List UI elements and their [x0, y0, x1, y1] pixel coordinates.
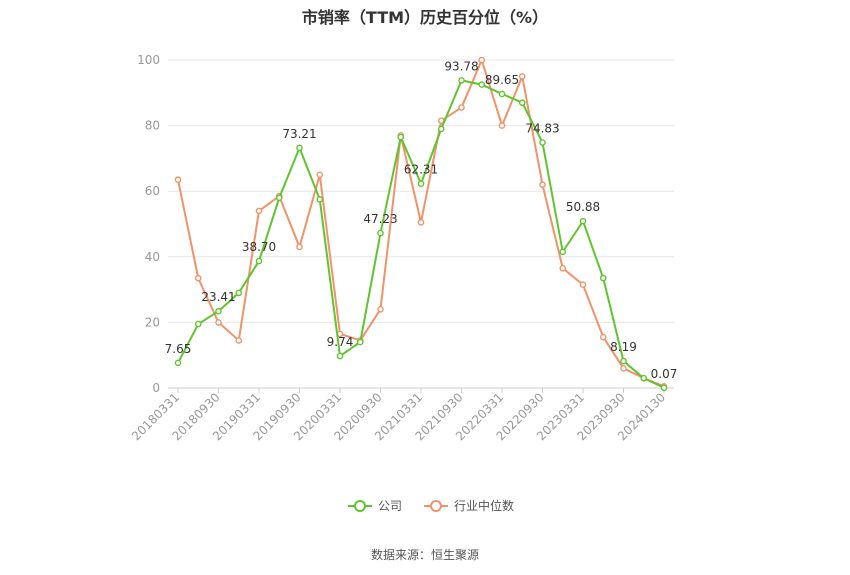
data-point [518, 73, 526, 80]
data-label: 89.65 [485, 73, 519, 87]
legend-marker [430, 500, 442, 512]
data-label: 9.74 [327, 335, 354, 349]
y-tick-label: 40 [145, 250, 160, 264]
data-point [296, 144, 303, 152]
data-point [316, 171, 324, 179]
data-point [660, 384, 668, 392]
data-point [620, 357, 627, 365]
data-point [539, 181, 546, 188]
data-point [458, 77, 465, 84]
data-point [599, 274, 607, 282]
data-label: 93.78 [444, 59, 478, 73]
data-point [478, 56, 486, 64]
data-point [215, 307, 222, 315]
data-point [235, 289, 243, 297]
data-point [255, 207, 263, 215]
data-point [599, 333, 607, 341]
legend-label: 行业中位数 [454, 498, 514, 513]
data-point [316, 196, 324, 203]
data-point [640, 374, 648, 382]
data-point [235, 337, 243, 344]
data-point [397, 133, 405, 141]
y-tick-label: 80 [145, 119, 160, 133]
data-label: 50.88 [566, 200, 600, 214]
y-tick-label: 20 [145, 315, 160, 329]
series-line [177, 79, 665, 389]
data-point [559, 248, 567, 256]
data-label: 8.19 [610, 340, 637, 354]
data-source: 数据来源：恒生聚源 [370, 548, 479, 562]
data-label: 74.83 [525, 122, 559, 136]
data-point [417, 180, 425, 187]
data-point [498, 90, 506, 98]
data-point [194, 274, 202, 282]
data-point [296, 243, 303, 251]
data-point [539, 139, 546, 146]
data-point [458, 104, 465, 111]
legend-marker [354, 500, 366, 512]
data-label: 62.31 [404, 163, 438, 177]
data-point [377, 305, 384, 313]
data-point [174, 359, 182, 367]
data-point [620, 365, 627, 372]
y-tick-label: 60 [145, 184, 160, 198]
data-point [518, 99, 526, 106]
data-point [255, 257, 263, 265]
data-point [498, 122, 506, 129]
data-label: 0.07 [651, 367, 678, 381]
data-point [377, 229, 384, 237]
data-label: 23.41 [201, 290, 235, 304]
data-point [478, 81, 486, 88]
data-point [336, 352, 344, 360]
data-point [559, 264, 567, 272]
y-tick-label: 0 [152, 381, 160, 395]
data-point [194, 320, 202, 328]
data-label: 38.70 [242, 240, 276, 254]
data-label: 47.23 [363, 212, 397, 226]
data-label: 73.21 [282, 127, 316, 141]
data-point [275, 194, 283, 202]
data-point [437, 125, 445, 133]
data-point [579, 281, 587, 288]
data-point [174, 176, 182, 184]
legend-label: 公司 [378, 499, 402, 513]
data-point [417, 219, 425, 226]
data-point [215, 319, 222, 326]
y-tick-label: 100 [137, 53, 160, 67]
data-label: 7.65 [165, 342, 192, 356]
data-point [356, 338, 364, 346]
chart-title: 市销率（TTM）历史百分位（%） [301, 8, 549, 27]
data-point [579, 217, 587, 225]
